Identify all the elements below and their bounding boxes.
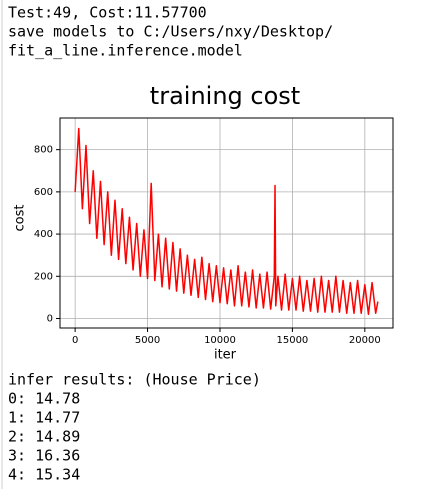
console-line: infer results: (House Price) (8, 371, 261, 389)
y-tick-label: 400 (34, 229, 53, 240)
result-line: 4: 15.34 (8, 466, 80, 484)
results: 0: 14.781: 14.772: 14.893: 16.364: 15.34 (8, 390, 80, 484)
plot-frame (59, 117, 394, 329)
y-tick-label: 600 (34, 187, 53, 198)
console-line: fit_a_line.inference.model (8, 42, 243, 60)
result-line: 0: 14.78 (8, 390, 80, 408)
console-line: save models to C:/Users/nxy/Desktop/ (8, 23, 333, 41)
result-line: 2: 14.89 (8, 428, 80, 446)
console-line: Test:49, Cost:11.57700 (8, 4, 207, 22)
x-tick-label: 5000 (135, 335, 160, 346)
x-axis-label: iter (214, 348, 237, 363)
result-line: 1: 14.77 (8, 409, 80, 427)
chart-title: training cost (150, 82, 300, 110)
y-tick-label: 800 (34, 145, 53, 156)
x-tick-label: 15000 (276, 335, 308, 346)
result-line: 3: 16.36 (8, 447, 80, 465)
x-tick-label: 10000 (204, 335, 236, 346)
x-tick-label: 20000 (349, 335, 381, 346)
y-tick-label: 0 (47, 314, 53, 325)
y-tick-label: 200 (34, 271, 53, 282)
x-tick-label: 0 (72, 335, 78, 346)
y-axis-label: cost (13, 205, 28, 232)
plot: 0 200 400 600 800 0 5000 10000 15000 20000 (34, 117, 394, 346)
series-line (74, 127, 379, 316)
